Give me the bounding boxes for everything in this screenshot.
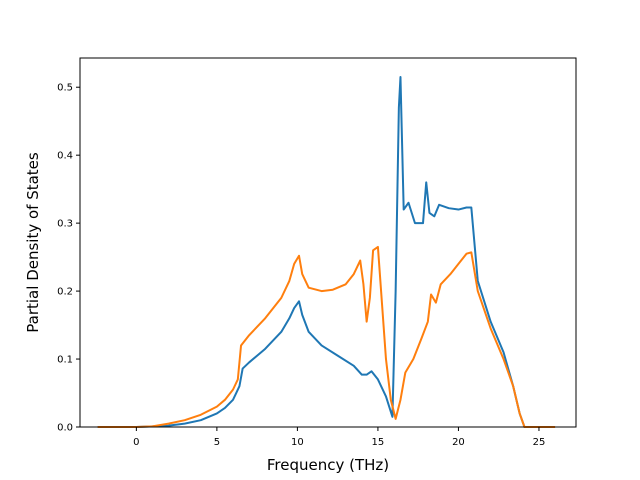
x-tick-label: 25: [533, 437, 546, 448]
series-line-2: [97, 245, 556, 428]
x-tick-label: 10: [291, 437, 304, 448]
y-tick-label: 0.0: [57, 423, 73, 434]
y-axis-ticks: 0.0 0.1 0.2 0.3 0.4 0.5: [57, 83, 80, 434]
x-tick-label: 5: [214, 437, 220, 448]
plot-frame: [79, 57, 577, 428]
x-tick-label: 20: [452, 437, 465, 448]
x-axis-label: Frequency (THz): [267, 456, 389, 474]
x-axis-ticks: 0 5 10 15 20 25: [133, 427, 545, 448]
y-tick-label: 0.2: [57, 287, 73, 298]
y-tick-label: 0.5: [57, 83, 73, 94]
y-tick-label: 0.1: [57, 355, 73, 366]
x-tick-label: 0: [133, 437, 139, 448]
series-layer: [97, 76, 556, 428]
series-line-1: [97, 76, 556, 428]
y-tick-label: 0.4: [57, 151, 73, 162]
y-axis-label: Partial Density of States: [24, 152, 42, 333]
x-tick-label: 15: [372, 437, 385, 448]
y-tick-label: 0.3: [57, 219, 73, 230]
